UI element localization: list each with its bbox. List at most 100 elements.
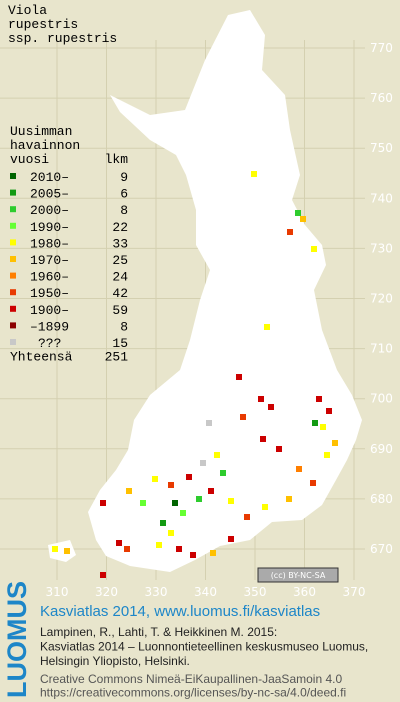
legend-label: 2010– xyxy=(30,170,69,185)
observation-square xyxy=(262,504,268,510)
observation-square xyxy=(295,210,301,216)
observation-square xyxy=(152,476,158,482)
observation-square xyxy=(287,229,293,235)
observation-square xyxy=(264,324,270,330)
observation-square xyxy=(236,374,242,380)
grid-label: 700 xyxy=(370,392,393,406)
finland-land xyxy=(88,10,362,572)
legend-swatch xyxy=(10,289,16,296)
citation-line: Lampinen, R., Lahti, T. & Heikkinen M. 2… xyxy=(40,625,277,639)
grid-label: 320 xyxy=(95,585,118,599)
observation-square xyxy=(186,474,192,480)
legend-count: 8 xyxy=(120,319,128,334)
observation-square xyxy=(116,540,122,546)
legend-count: 42 xyxy=(112,286,128,301)
grid-label: 730 xyxy=(370,241,393,255)
grid-label: 760 xyxy=(370,91,393,105)
legend-count: 24 xyxy=(112,270,128,285)
legend-heading: Uusimman xyxy=(10,124,72,139)
grid-label: 750 xyxy=(370,141,393,155)
legend-label: –1899 xyxy=(30,319,69,334)
legend-swatch xyxy=(10,222,16,229)
license-line: Creative Commons Nimeä-EiKaupallinen-Jaa… xyxy=(40,672,342,686)
legend-label: 2000– xyxy=(30,203,69,218)
observation-square xyxy=(64,548,70,554)
observation-square xyxy=(310,480,316,486)
observation-square xyxy=(276,446,282,452)
grid-label: 720 xyxy=(370,292,393,306)
observation-square xyxy=(172,500,178,506)
observation-square xyxy=(168,530,174,536)
grid-label: 350 xyxy=(244,585,267,599)
citation-line: Helsingin Yliopisto, Helsinki. xyxy=(40,654,190,668)
grid-label: 340 xyxy=(194,585,217,599)
observation-squares xyxy=(52,171,338,578)
observation-square xyxy=(240,414,246,420)
legend-count: 22 xyxy=(112,220,128,235)
legend-col-count: lkm xyxy=(105,152,129,167)
legend-swatch xyxy=(10,189,16,196)
observation-square xyxy=(268,404,274,410)
observation-square xyxy=(200,460,206,466)
legend-swatch xyxy=(10,305,16,312)
title-line: rupestris xyxy=(8,17,78,32)
observation-square xyxy=(180,510,186,516)
title-line: Viola xyxy=(8,3,47,18)
observation-square xyxy=(258,396,264,402)
observation-square xyxy=(220,470,226,476)
legend-count: 59 xyxy=(112,303,128,318)
legend-count: 15 xyxy=(112,336,128,351)
license-badge: (cc) BY-NC-SA xyxy=(257,567,339,583)
grid-label: 360 xyxy=(293,585,316,599)
observation-square xyxy=(100,572,106,578)
observation-square xyxy=(300,216,306,222)
legend-total: 251 xyxy=(105,350,129,365)
observation-square xyxy=(168,482,174,488)
legend-label: ??? xyxy=(38,336,61,351)
observation-square xyxy=(260,436,266,442)
observation-square xyxy=(311,246,317,252)
observation-square xyxy=(316,396,322,402)
legend-swatch xyxy=(10,206,16,213)
legend-count: 6 xyxy=(120,187,128,202)
observation-square xyxy=(244,514,250,520)
legend-count: 33 xyxy=(112,236,128,251)
legend-label: 1950– xyxy=(30,286,69,301)
license-line: https://creativecommons.org/licenses/by-… xyxy=(40,686,346,700)
legend-label: 2005– xyxy=(30,187,69,202)
legend-count: 25 xyxy=(112,253,128,268)
observation-square xyxy=(206,420,212,426)
legend-swatch xyxy=(10,256,16,262)
legend-count: 9 xyxy=(120,170,128,185)
observation-square xyxy=(320,424,326,430)
observation-square xyxy=(312,420,318,426)
legend-swatch xyxy=(10,239,16,246)
legend-swatch xyxy=(10,272,16,279)
observation-square xyxy=(228,536,234,542)
observation-square xyxy=(296,466,302,472)
observation-square xyxy=(126,488,132,494)
grid-label: 330 xyxy=(145,585,168,599)
legend-label: 1970– xyxy=(30,253,69,268)
logo: LUOMUS xyxy=(2,581,32,698)
citation-line: Kasviatlas 2014 – Luonnontieteellinen ke… xyxy=(40,640,368,654)
observation-square xyxy=(160,520,166,526)
aland-islands xyxy=(48,540,76,562)
legend-heading: havainnon xyxy=(10,138,80,153)
observation-square xyxy=(228,498,234,504)
observation-square xyxy=(332,440,338,446)
grid-label: 670 xyxy=(370,542,393,556)
legend-label: 1960– xyxy=(30,270,69,285)
grid-label: 740 xyxy=(370,191,393,205)
observation-square xyxy=(324,452,330,458)
legend-swatch xyxy=(10,339,16,345)
observation-square xyxy=(214,452,220,458)
observation-square xyxy=(124,546,130,552)
observation-square xyxy=(176,546,182,552)
observation-square xyxy=(286,496,292,502)
legend-label: 1900– xyxy=(30,303,69,318)
observation-square xyxy=(210,550,216,556)
legend-label: 1990– xyxy=(30,220,69,235)
